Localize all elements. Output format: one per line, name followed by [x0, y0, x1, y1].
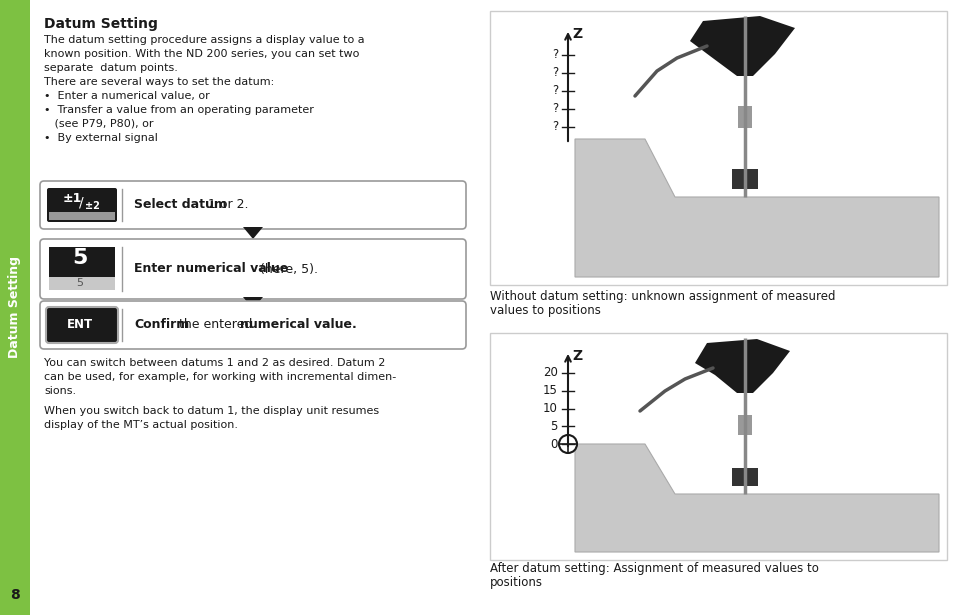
Text: Confirm: Confirm [133, 319, 189, 331]
Text: 1 or 2.: 1 or 2. [203, 199, 248, 212]
Text: ?: ? [551, 49, 558, 62]
Text: 8: 8 [10, 588, 20, 602]
Text: Datum Setting: Datum Setting [44, 17, 157, 31]
Polygon shape [575, 444, 938, 552]
Text: ?: ? [551, 121, 558, 133]
FancyBboxPatch shape [47, 188, 117, 222]
FancyBboxPatch shape [40, 181, 465, 229]
FancyBboxPatch shape [46, 307, 118, 343]
FancyBboxPatch shape [49, 277, 115, 290]
Text: numerical value.: numerical value. [239, 319, 356, 331]
Polygon shape [695, 339, 789, 393]
Text: •  By external signal: • By external signal [44, 133, 157, 143]
FancyBboxPatch shape [738, 415, 751, 435]
Text: 0: 0 [550, 437, 558, 451]
Circle shape [558, 435, 577, 453]
Text: separate  datum points.: separate datum points. [44, 63, 177, 73]
Text: •  Enter a numerical value, or: • Enter a numerical value, or [44, 91, 210, 101]
Text: 5: 5 [550, 420, 558, 433]
Text: 5: 5 [76, 279, 84, 288]
Text: After datum setting: Assignment of measured values to: After datum setting: Assignment of measu… [490, 562, 818, 575]
Text: ±2: ±2 [85, 201, 99, 211]
Text: (see P79, P80), or: (see P79, P80), or [44, 119, 153, 129]
Text: ?: ? [551, 84, 558, 98]
Text: There are several ways to set the datum:: There are several ways to set the datum: [44, 77, 274, 87]
FancyBboxPatch shape [0, 0, 30, 615]
Polygon shape [689, 16, 794, 76]
Text: 15: 15 [542, 384, 558, 397]
Text: (here, 5).: (here, 5). [255, 263, 317, 276]
Text: 5: 5 [72, 248, 88, 268]
Text: Z: Z [572, 349, 581, 363]
Text: 20: 20 [542, 367, 558, 379]
Polygon shape [243, 227, 263, 239]
Text: The datum setting procedure assigns a display value to a: The datum setting procedure assigns a di… [44, 35, 364, 45]
FancyBboxPatch shape [490, 11, 946, 285]
Text: When you switch back to datum 1, the display unit resumes: When you switch back to datum 1, the dis… [44, 406, 378, 416]
FancyBboxPatch shape [49, 212, 115, 220]
FancyBboxPatch shape [40, 301, 465, 349]
Text: Z: Z [572, 27, 581, 41]
FancyBboxPatch shape [738, 106, 751, 128]
Polygon shape [575, 139, 938, 277]
Text: ±1: ±1 [62, 191, 82, 205]
FancyBboxPatch shape [731, 169, 758, 189]
Text: display of the MT’s actual position.: display of the MT’s actual position. [44, 420, 237, 430]
FancyBboxPatch shape [490, 333, 946, 560]
Text: the entered: the entered [174, 319, 255, 331]
Text: known position. With the ND 200 series, you can set two: known position. With the ND 200 series, … [44, 49, 359, 59]
Text: You can switch between datums 1 and 2 as desired. Datum 2: You can switch between datums 1 and 2 as… [44, 358, 385, 368]
Polygon shape [243, 297, 263, 309]
Text: Select datum: Select datum [133, 199, 227, 212]
FancyBboxPatch shape [731, 468, 758, 486]
Text: sions.: sions. [44, 386, 76, 396]
Text: Without datum setting: unknown assignment of measured: Without datum setting: unknown assignmen… [490, 290, 835, 303]
Text: ENT: ENT [67, 319, 93, 331]
Text: Enter numerical value: Enter numerical value [133, 263, 288, 276]
Text: ?: ? [551, 103, 558, 116]
Text: can be used, for example, for working with incremental dimen-: can be used, for example, for working wi… [44, 372, 395, 382]
Text: positions: positions [490, 576, 542, 589]
Text: ?: ? [551, 66, 558, 79]
Text: •  Transfer a value from an operating parameter: • Transfer a value from an operating par… [44, 105, 314, 115]
Text: values to positions: values to positions [490, 304, 600, 317]
Text: Datum Setting: Datum Setting [9, 256, 22, 358]
FancyBboxPatch shape [49, 247, 115, 277]
Text: /: / [78, 196, 83, 210]
FancyBboxPatch shape [40, 239, 465, 299]
Text: 10: 10 [542, 402, 558, 415]
